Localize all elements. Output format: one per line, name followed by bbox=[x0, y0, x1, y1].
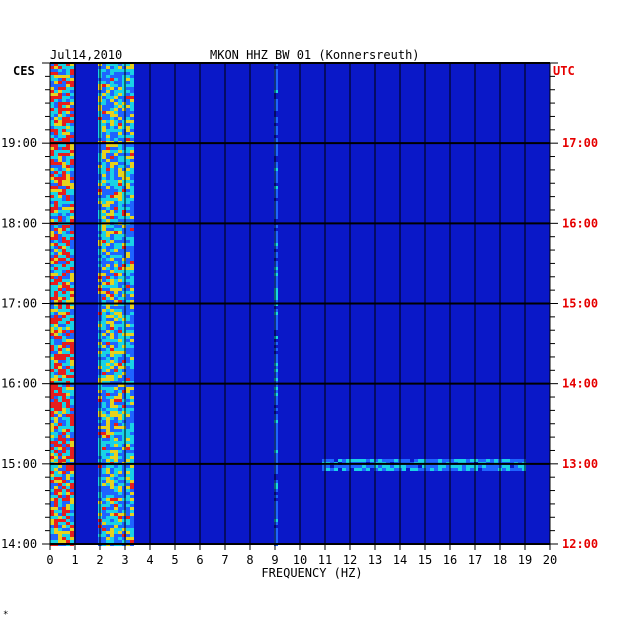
x-tick-label: 19 bbox=[518, 553, 532, 567]
left-time-ticks: 14:00 15:00 16:00 17:00 18:00 19:00 bbox=[1, 62, 50, 551]
x-tick-label: 12 bbox=[343, 553, 357, 567]
x-tick-label: 13 bbox=[368, 553, 382, 567]
x-tick-label: 4 bbox=[146, 553, 153, 567]
x-ticks: 0 1 2 3 4 5 6 7 8 9 10 11 12 13 14 15 16 17 18 19 20 bbox=[46, 544, 557, 567]
station-label: MKON HHZ BW 01 (Konnersreuth) bbox=[210, 48, 420, 62]
right-time-label: 13:00 bbox=[562, 457, 598, 471]
right-time-label: 12:00 bbox=[562, 537, 598, 551]
x-tick-label: 5 bbox=[171, 553, 178, 567]
x-tick-label: 2 bbox=[96, 553, 103, 567]
x-tick-label: 10 bbox=[293, 553, 307, 567]
x-tick-label: 8 bbox=[246, 553, 253, 567]
x-tick-label: 18 bbox=[493, 553, 507, 567]
left-time-label: 16:00 bbox=[1, 377, 37, 391]
corner-mark: * bbox=[3, 610, 8, 620]
right-time-label: 14:00 bbox=[562, 377, 598, 391]
left-time-label: 17:00 bbox=[1, 297, 37, 311]
x-axis-label: FREQUENCY (HZ) bbox=[261, 566, 362, 580]
x-tick-label: 14 bbox=[393, 553, 407, 567]
right-time-label: 15:00 bbox=[562, 297, 598, 311]
left-time-label: 19:00 bbox=[1, 136, 37, 150]
x-tick-label: 16 bbox=[443, 553, 457, 567]
x-tick-label: 1 bbox=[71, 553, 78, 567]
x-tick-label: 6 bbox=[196, 553, 203, 567]
x-tick-label: 3 bbox=[121, 553, 128, 567]
date-label: Jul14,2010 bbox=[50, 48, 122, 62]
left-time-label: 15:00 bbox=[1, 457, 37, 471]
spectrogram-texture bbox=[50, 63, 526, 546]
right-time-ticks: 12:00 13:00 14:00 15:00 16:00 17:00 bbox=[550, 62, 598, 551]
plot-area bbox=[49, 62, 551, 546]
left-time-label: 18:00 bbox=[1, 216, 37, 230]
right-axis-label: UTC bbox=[553, 64, 575, 78]
x-tick-label: 15 bbox=[418, 553, 432, 567]
left-time-label: 14:00 bbox=[1, 537, 37, 551]
right-time-label: 17:00 bbox=[562, 136, 598, 150]
x-tick-label: 7 bbox=[221, 553, 228, 567]
x-tick-label: 17 bbox=[468, 553, 482, 567]
x-tick-label: 9 bbox=[271, 553, 278, 567]
x-tick-label: 0 bbox=[46, 553, 53, 567]
right-time-label: 16:00 bbox=[562, 216, 598, 230]
x-tick-label: 11 bbox=[318, 553, 332, 567]
left-axis-label: CES bbox=[13, 64, 35, 78]
x-tick-label: 20 bbox=[543, 553, 557, 567]
